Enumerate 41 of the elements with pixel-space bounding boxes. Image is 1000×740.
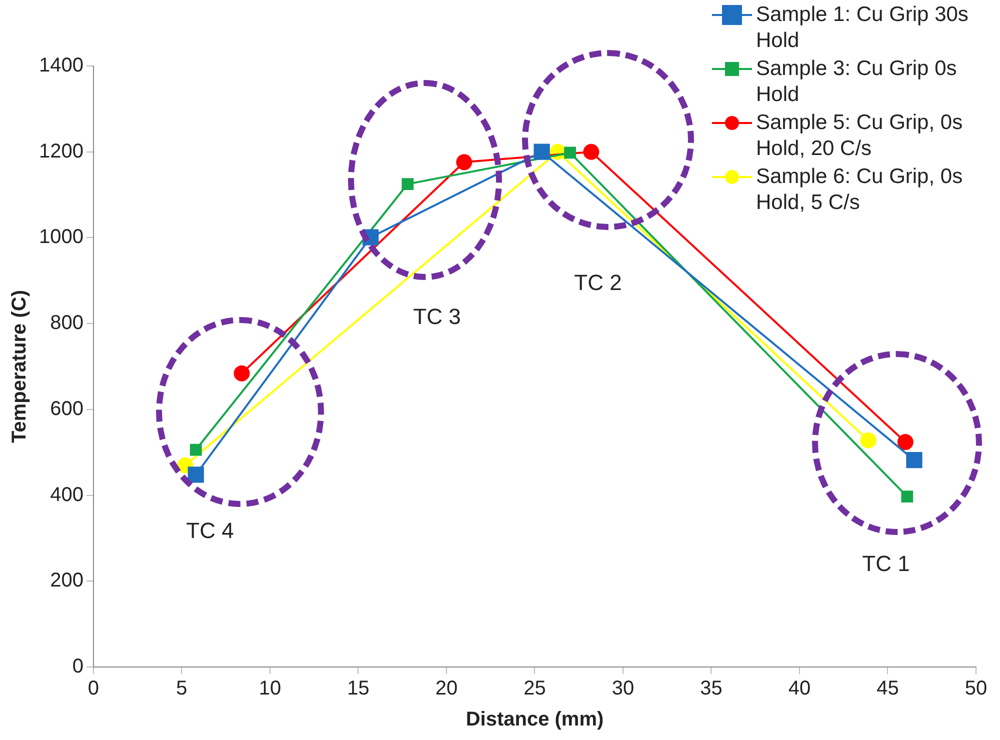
x-tick-label: 5 (176, 678, 188, 700)
y-tick-label: 1000 (38, 226, 84, 248)
annotation: TC 3 (413, 304, 461, 330)
x-tick-label: 50 (964, 678, 988, 700)
point (534, 144, 550, 160)
annotation: TC 1 (862, 551, 910, 576)
x-axis-title: Distance (mm) (466, 708, 604, 731)
y-tick-label: 200 (50, 570, 84, 592)
legend-label: Sample 6: Cu Grip, 0s Hold, 5 C/s (756, 164, 964, 216)
annotation: TC 4 (186, 518, 234, 544)
point (188, 466, 204, 483)
y-tick-label: 800 (50, 312, 84, 334)
x-tick-label: 45 (876, 678, 899, 700)
y-tick-label: 1200 (38, 140, 84, 162)
x-tick-label: 10 (258, 678, 282, 700)
legend-label: Sample 1: Cu Grip 30s Hold (756, 2, 970, 54)
point (860, 432, 876, 448)
point (456, 154, 472, 170)
point (906, 452, 922, 468)
y-tick-label: 400 (50, 484, 84, 506)
y-tick-label: 600 (50, 398, 84, 420)
point (234, 365, 250, 382)
legend-label: Sample 3: Cu Grip 0s Hold (756, 56, 958, 108)
y-tick-label: 1400 (38, 54, 84, 77)
x-tick-label: 15 (347, 678, 370, 700)
x-tick-label: 30 (612, 678, 634, 700)
legend-label: Sample 5: Cu Grip, 0s Hold, 20 C/s (756, 110, 964, 162)
y-axis-title: Temperature (C) (8, 290, 31, 443)
x-tick-label: 35 (700, 678, 722, 700)
x-tick-label: 25 (524, 678, 546, 700)
point (564, 146, 576, 159)
point (402, 178, 414, 190)
x-tick-label: 0 (88, 678, 100, 700)
annotation: TC 2 (574, 270, 622, 296)
y-tick-label: 0 (72, 656, 84, 678)
point (901, 490, 914, 503)
x-tick-label: 40 (788, 678, 811, 700)
x-tick-label: 20 (435, 678, 458, 700)
point (583, 144, 600, 160)
point (190, 444, 202, 456)
point (897, 434, 914, 450)
